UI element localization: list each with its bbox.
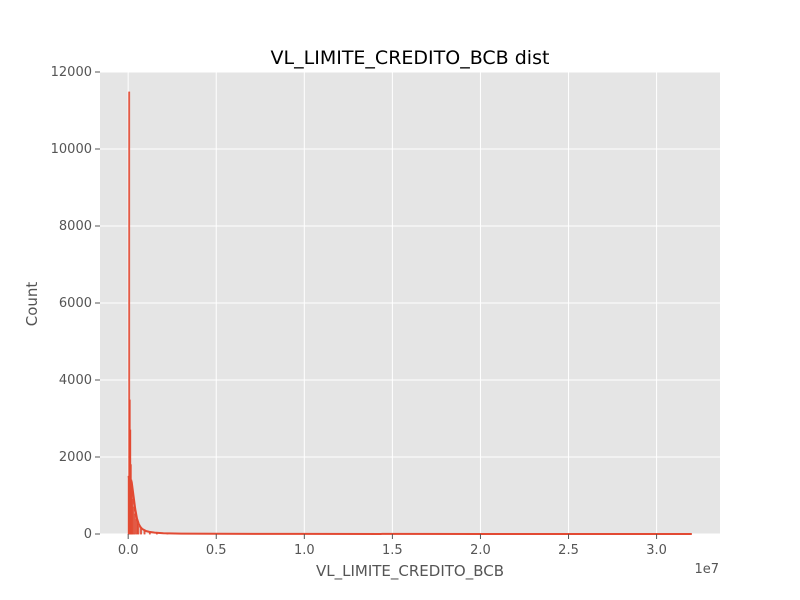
x-tick-label: 3.0 bbox=[646, 543, 667, 558]
kde-curve bbox=[127, 475, 692, 535]
y-axis-label: Count bbox=[23, 282, 41, 327]
chart-title: VL_LIMITE_CREDITO_BCB dist bbox=[271, 47, 550, 69]
x-tick-label: 1.0 bbox=[294, 543, 315, 558]
y-tick-label: 4000 bbox=[59, 373, 92, 388]
x-tick-label: 2.0 bbox=[470, 543, 491, 558]
x-tick-label: 0.5 bbox=[206, 543, 227, 558]
x-tick-label: 2.5 bbox=[558, 543, 579, 558]
y-tick-label: 6000 bbox=[59, 296, 92, 311]
x-axis-ticks: 0.0 0.5 1.0 1.5 2.0 2.5 3.0 bbox=[118, 534, 667, 558]
x-tick-label: 1.5 bbox=[382, 543, 403, 558]
y-axis-ticks: 0 2000 4000 6000 8000 10000 12000 bbox=[51, 65, 100, 542]
x-axis-offset-label: 1e7 bbox=[694, 562, 719, 577]
histogram-bar bbox=[133, 513, 136, 535]
y-tick-label: 2000 bbox=[59, 450, 92, 465]
y-tick-label: 8000 bbox=[59, 219, 92, 234]
y-tick-label: 0 bbox=[84, 527, 92, 542]
y-tick-label: 12000 bbox=[51, 65, 92, 80]
x-axis-label: VL_LIMITE_CREDITO_BCB bbox=[316, 562, 504, 581]
y-tick-label: 10000 bbox=[51, 142, 92, 157]
x-tick-label: 0.0 bbox=[118, 543, 139, 558]
